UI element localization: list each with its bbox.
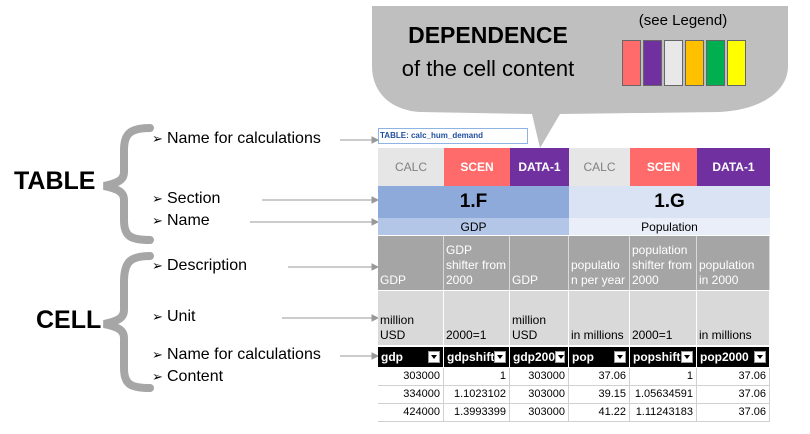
cell-name: popshift	[630, 347, 697, 367]
speech-bubble	[372, 6, 788, 148]
table-title-box	[378, 128, 528, 144]
cell-description: population in 2000	[697, 236, 770, 290]
filter-dropdown-icon[interactable]	[555, 351, 565, 363]
cell-name-label: popshift	[633, 350, 681, 364]
item-name-calc-cell: ➢ Name for calculations	[152, 346, 321, 363]
item-name-calc-table: ➢ Name for calculations	[152, 130, 321, 147]
item-section: ➢ Section	[152, 190, 221, 207]
filter-dropdown-icon[interactable]	[428, 351, 440, 363]
table-brace	[103, 124, 154, 244]
filter-dropdown-icon[interactable]	[494, 351, 506, 363]
table-cell: 1	[444, 368, 510, 386]
cell-description: GDP	[378, 236, 444, 290]
filter-dropdown-icon[interactable]	[754, 351, 766, 363]
table-cell: 303000	[510, 386, 569, 404]
role-header: DATA-1	[510, 148, 569, 186]
cell-name: pop	[569, 347, 630, 367]
cell-name: pop2000	[697, 347, 770, 367]
section-code: 1.F	[378, 186, 569, 218]
role-header: SCEN	[630, 148, 697, 186]
role-header: SCEN	[444, 148, 510, 186]
section-code: 1.G	[569, 186, 770, 218]
item-content: ➢ Content	[152, 368, 224, 385]
table-title: TABLE: calc_hum_demand	[380, 131, 483, 140]
cell-description: GDP	[510, 236, 569, 290]
role-header: DATA-1	[697, 148, 770, 186]
role-header: CALC	[569, 148, 630, 186]
legend-swatch	[685, 40, 704, 86]
table-cell: 37.06	[697, 404, 770, 422]
cell-unit: 2000=1	[630, 291, 697, 345]
cell-name-label: gdpshift	[447, 350, 495, 364]
legend-swatch	[664, 40, 683, 86]
table-cell: 39.15	[569, 386, 630, 404]
cell-label: CELL	[36, 306, 102, 334]
table-cell: 303000	[510, 404, 569, 422]
cell-unit: million USD	[510, 291, 569, 345]
table-cell: 1.1023102	[444, 386, 510, 404]
filter-dropdown-icon[interactable]	[681, 351, 693, 363]
table-cell: 37.06	[569, 368, 630, 386]
cell-unit: million USD	[378, 291, 444, 345]
table-cell: 303000	[510, 368, 569, 386]
cell-description: population shifter from 2000	[630, 236, 697, 290]
table-cell: 1	[630, 368, 697, 386]
cell-name: gdp	[378, 347, 444, 367]
see-legend-note: (see Legend)	[638, 12, 728, 29]
table-cell: 1.11243183	[630, 404, 697, 422]
cell-unit: 2000=1	[444, 291, 510, 345]
cell-name-label: pop	[572, 350, 594, 364]
cell-name-label: pop2000	[700, 350, 749, 364]
table-cell: 37.06	[697, 386, 770, 404]
table-cell: 41.22	[569, 404, 630, 422]
legend-swatch	[706, 40, 725, 86]
cell-unit: in millions	[697, 291, 770, 345]
table-cell: 1.05634591	[630, 386, 697, 404]
cell-unit: in millions	[569, 291, 630, 345]
dependence-title: DEPENDENCE	[408, 22, 568, 48]
legend-swatch	[622, 40, 641, 86]
item-unit: ➢ Unit	[152, 308, 196, 325]
table-cell: 1.3993399	[444, 404, 510, 422]
legend-swatch	[727, 40, 746, 86]
table-cell: 334000	[378, 386, 444, 404]
legend-swatch	[643, 40, 662, 86]
section-name: Population	[569, 218, 770, 235]
filter-dropdown-icon[interactable]	[614, 351, 626, 363]
table-cell: 37.06	[697, 368, 770, 386]
table-cell: 303000	[378, 368, 444, 386]
table-cell: 424000	[378, 404, 444, 422]
item-name: ➢ Name	[152, 212, 210, 229]
cell-name-label: gdp200	[513, 350, 556, 364]
cell-brace	[103, 252, 154, 392]
section-name: GDP	[378, 218, 569, 235]
dependence-subtitle: of the cell content	[401, 56, 575, 81]
cell-name: gdpshift	[444, 347, 510, 367]
cell-name: gdp200	[510, 347, 569, 367]
cell-description: populatio n per year	[569, 236, 630, 290]
cell-name-label: gdp	[381, 350, 403, 364]
table-label: TABLE	[14, 167, 96, 195]
role-header: CALC	[378, 148, 444, 186]
item-description: ➢ Description	[152, 257, 248, 274]
cell-description: GDP shifter from 2000	[444, 236, 510, 290]
